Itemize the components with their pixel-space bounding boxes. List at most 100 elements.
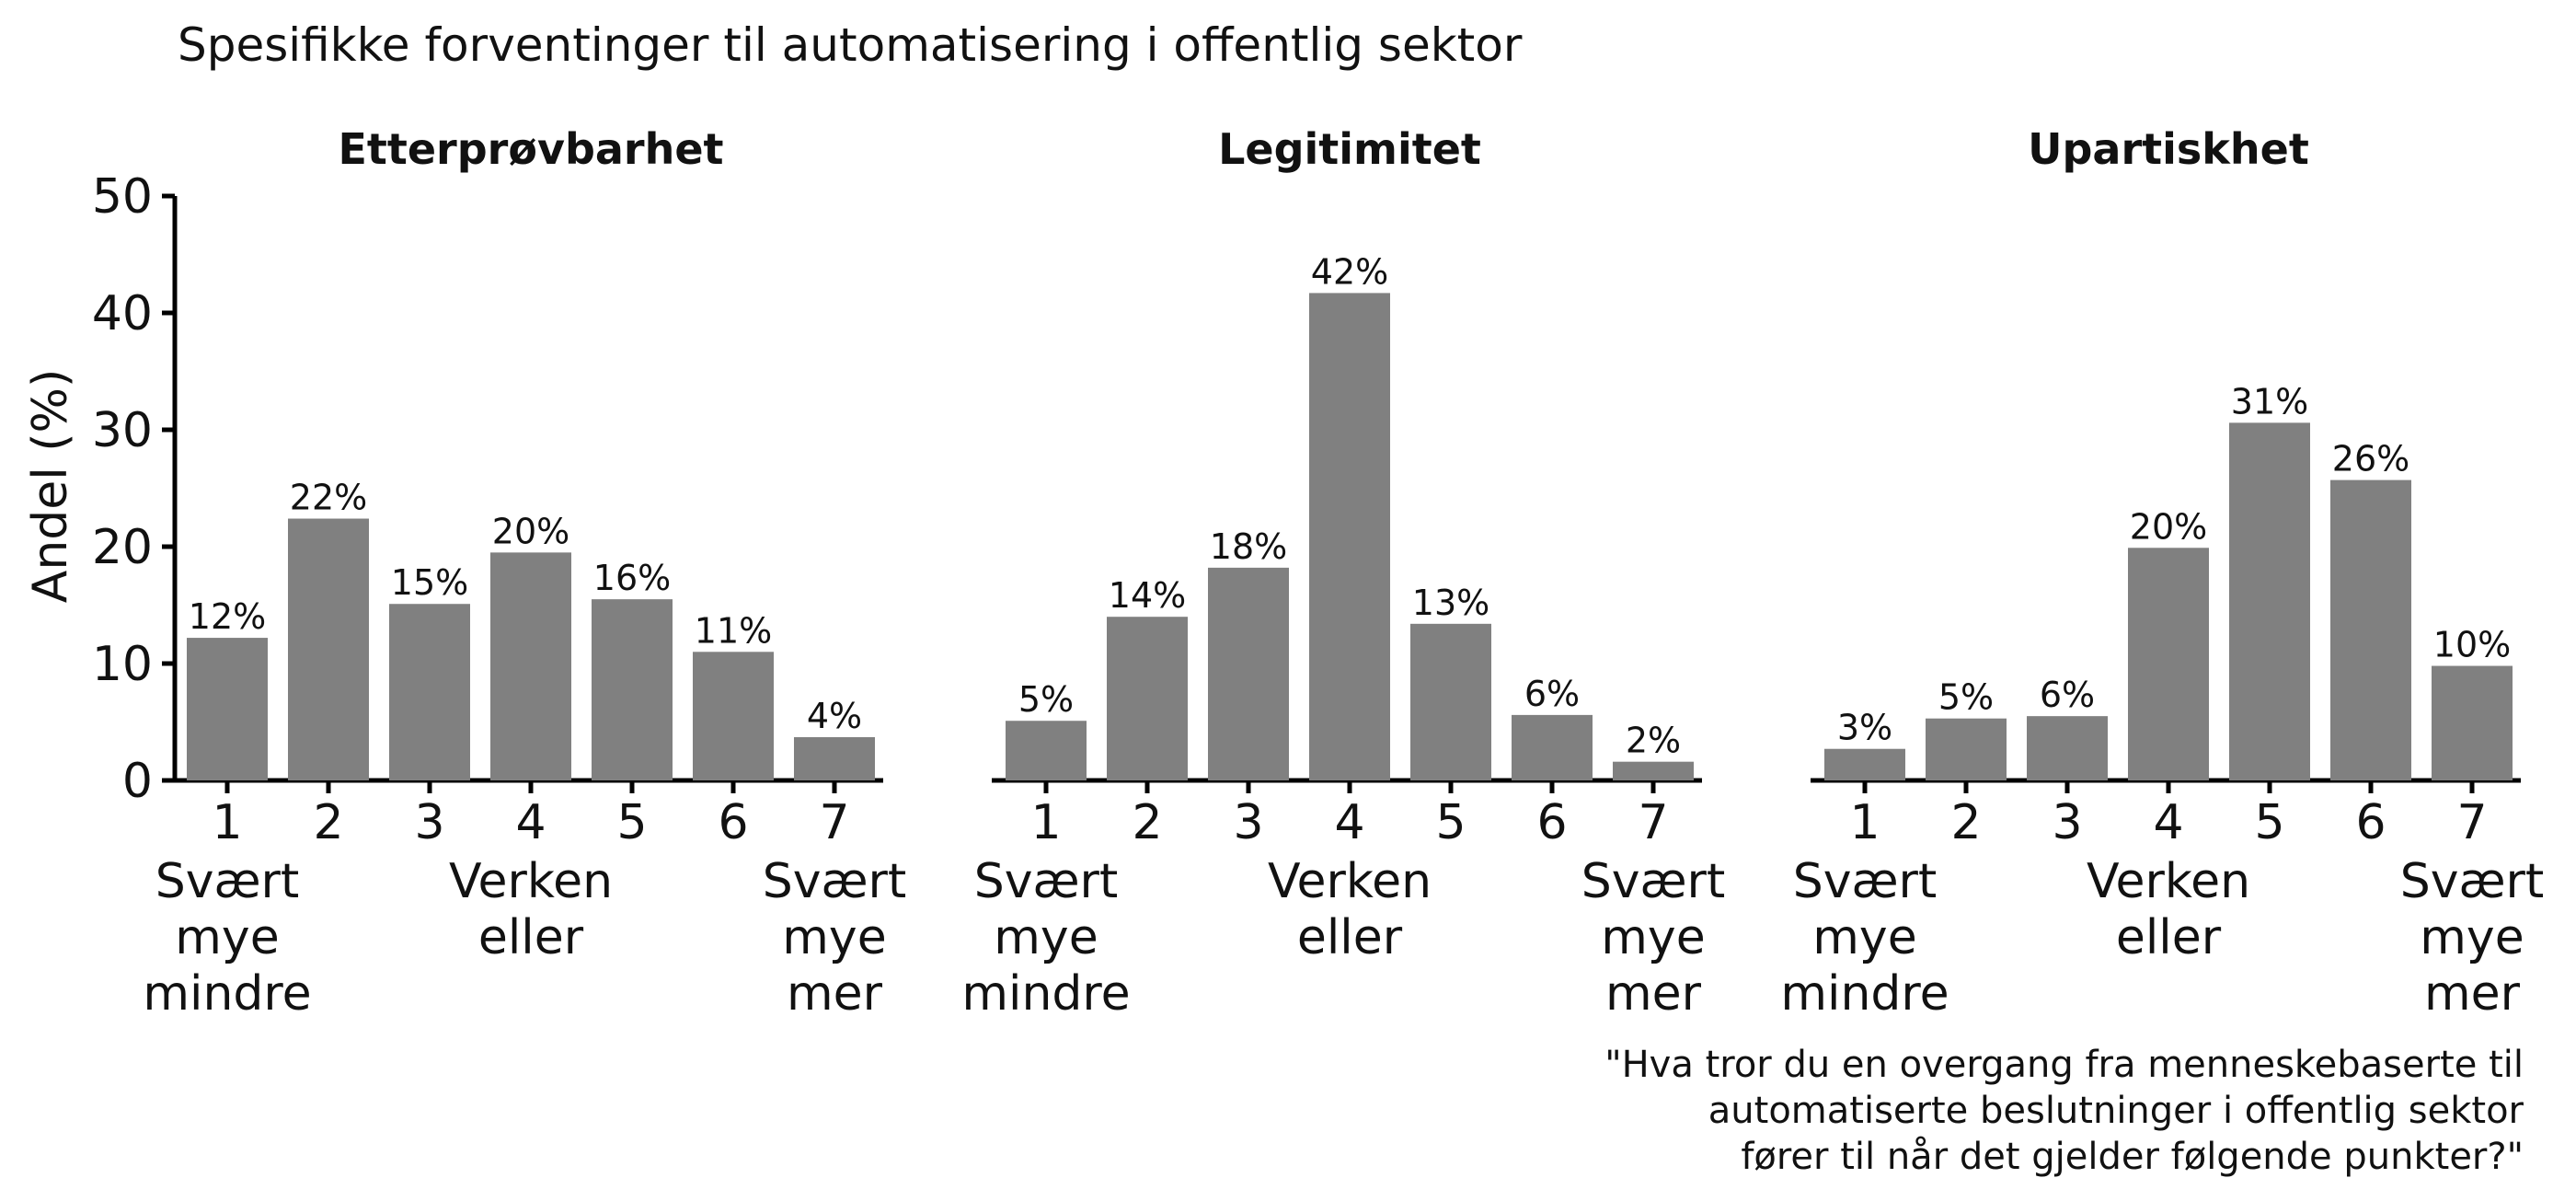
bar-value-label: 2% (1626, 721, 1681, 761)
scale-anchor-label: Svært (1581, 854, 1726, 909)
x-tick-label: 1 (1849, 795, 1880, 850)
y-tick-label: 50 (92, 169, 153, 225)
bar (288, 518, 369, 780)
bar (1208, 567, 1289, 780)
bar (693, 652, 774, 780)
bar (1613, 761, 1694, 780)
scale-anchor-label: eller (478, 910, 584, 965)
bar (2330, 479, 2411, 780)
bar (592, 599, 673, 780)
x-tick-label: 3 (1233, 795, 1263, 850)
scale-anchor-label: mye (994, 910, 1098, 965)
x-tick-label: 3 (414, 795, 444, 850)
x-tick-label: 7 (1638, 795, 1668, 850)
bar (1824, 748, 1905, 780)
scale-anchor-label: Verken (2087, 854, 2250, 909)
bar (1107, 617, 1188, 780)
scale-anchor-label: mindre (1780, 966, 1949, 1022)
scale-anchor-label: Svært (763, 854, 907, 909)
x-tick-label: 7 (2456, 795, 2487, 850)
bar-value-label: 42% (1311, 251, 1388, 292)
bar-value-label: 11% (695, 610, 772, 651)
bar-value-label: 5% (1938, 677, 1994, 718)
bar (1512, 714, 1593, 780)
scale-anchor-label: Verken (1268, 854, 1432, 909)
bar (1006, 721, 1087, 780)
scale-anchor-label: mindre (961, 966, 1130, 1022)
x-tick-label: 5 (2254, 795, 2284, 850)
x-tick-label: 4 (1334, 795, 1364, 850)
x-tick-label: 7 (819, 795, 849, 850)
bar-value-label: 14% (1109, 575, 1186, 616)
x-tick-label: 6 (1536, 795, 1567, 850)
scale-anchor-label: mye (782, 910, 886, 965)
bar-value-label: 12% (189, 596, 266, 637)
scale-anchor-label: mye (2420, 910, 2524, 965)
scale-anchor-label: Svært (2400, 854, 2545, 909)
panel-legitimitet: Legitimitet5%1Sværtmyemindre14%218%342%4… (961, 124, 1725, 1022)
x-tick-label: 5 (616, 795, 647, 850)
scale-anchor-label: mye (1812, 910, 1916, 965)
bar-value-label: 10% (2433, 625, 2511, 665)
x-tick-label: 6 (718, 795, 748, 850)
caption-line: fører til når det gjelder følgende punkt… (1741, 1136, 2524, 1178)
bar-value-label: 13% (1412, 583, 1489, 623)
bar-value-label: 31% (2231, 381, 2308, 422)
bar-value-label: 5% (1018, 679, 1074, 720)
scale-anchor-label: mye (175, 910, 279, 965)
scale-anchor-label: Svært (974, 854, 1119, 909)
y-tick-label: 30 (92, 403, 153, 458)
bar (490, 552, 571, 780)
scale-anchor-label: Svært (1793, 854, 1938, 909)
bar (1309, 293, 1390, 780)
scale-anchor-label: mye (1601, 910, 1705, 965)
panels-layer: Etterprøvbarhet0102030405012%1Sværtmyemi… (92, 124, 2544, 1022)
x-tick-label: 2 (313, 795, 343, 850)
bar (389, 604, 470, 780)
bar (2229, 422, 2310, 780)
x-tick-label: 4 (2153, 795, 2183, 850)
panel-title: Etterprøvbarhet (338, 124, 723, 174)
bar-value-label: 20% (492, 511, 569, 551)
scale-anchor-label: eller (2116, 910, 2222, 965)
bar-value-label: 6% (1524, 674, 1580, 714)
y-tick-label: 40 (92, 286, 153, 341)
panel-title: Legitimitet (1218, 124, 1481, 174)
scale-anchor-label: Verken (449, 854, 613, 909)
bar (2432, 665, 2513, 780)
bar (187, 638, 268, 780)
bar-value-label: 22% (290, 478, 367, 518)
bar-value-label: 4% (807, 696, 862, 736)
x-tick-label: 4 (515, 795, 546, 850)
y-tick-label: 10 (92, 637, 153, 692)
y-tick-label: 0 (122, 754, 153, 809)
chart-caption: "Hva tror du en overgang fra menneskebas… (1604, 1044, 2524, 1178)
chart-title: Spesifikke forventinger til automatiseri… (178, 18, 1523, 72)
panel-etterprøvbarhet: Etterprøvbarhet0102030405012%1Sværtmyemi… (92, 124, 906, 1022)
bar (1926, 718, 2007, 780)
bar-value-label: 3% (1837, 708, 1892, 748)
x-tick-label: 1 (1030, 795, 1061, 850)
bar (2128, 548, 2209, 780)
y-tick-label: 20 (92, 520, 153, 575)
caption-line: automatiserte beslutninger i offentlig s… (1708, 1090, 2524, 1132)
bar (1410, 623, 1491, 780)
x-tick-label: 1 (212, 795, 242, 850)
caption-line: "Hva tror du en overgang fra menneskebas… (1604, 1044, 2524, 1086)
x-tick-label: 3 (2052, 795, 2082, 850)
bar-value-label: 15% (391, 562, 468, 603)
scale-anchor-label: mer (2424, 966, 2521, 1022)
scale-anchor-label: mer (787, 966, 883, 1022)
x-tick-label: 2 (1132, 795, 1162, 850)
y-axis-title: Andel (%) (23, 369, 78, 604)
bar (794, 737, 875, 780)
scale-anchor-label: mer (1605, 966, 1702, 1022)
bar-value-label: 20% (2130, 506, 2207, 547)
scale-anchor-label: mindre (143, 966, 311, 1022)
bar-value-label: 18% (1210, 526, 1287, 567)
bar-value-label: 6% (2040, 675, 2095, 715)
bar-value-label: 26% (2332, 439, 2409, 479)
x-tick-label: 2 (1950, 795, 1981, 850)
